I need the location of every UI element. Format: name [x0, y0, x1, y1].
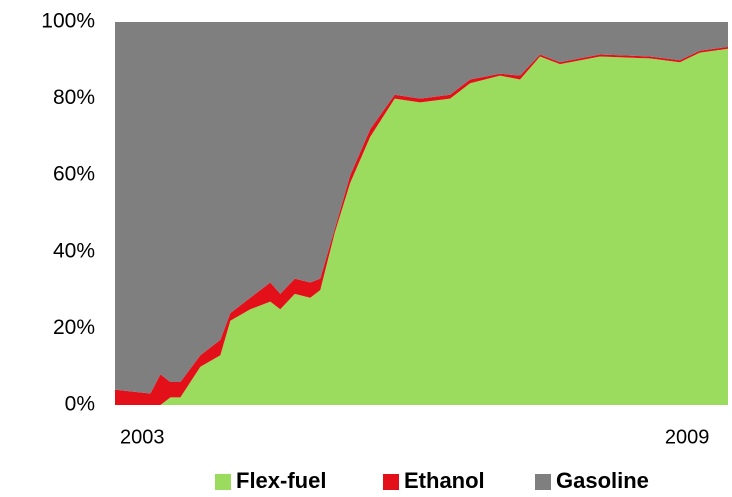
area [115, 48, 728, 406]
y-tick-label: 40% [53, 239, 95, 262]
legend-label: Flex-fuel [236, 468, 326, 493]
legend-swatch [383, 474, 399, 490]
legend-swatch [215, 474, 231, 490]
y-tick-label: 20% [53, 316, 95, 339]
y-tick-label: 80% [53, 86, 95, 109]
legend-swatch [535, 474, 551, 490]
x-tick-label: 2003 [120, 426, 165, 448]
area [115, 22, 728, 394]
y-tick-label: 60% [53, 163, 95, 186]
x-tick-label: 2009 [665, 426, 710, 448]
legend-label: Ethanol [404, 468, 485, 493]
y-tick-label: 0% [65, 393, 95, 416]
y-tick-label: 100% [41, 10, 95, 33]
legend-label: Gasoline [556, 468, 649, 493]
